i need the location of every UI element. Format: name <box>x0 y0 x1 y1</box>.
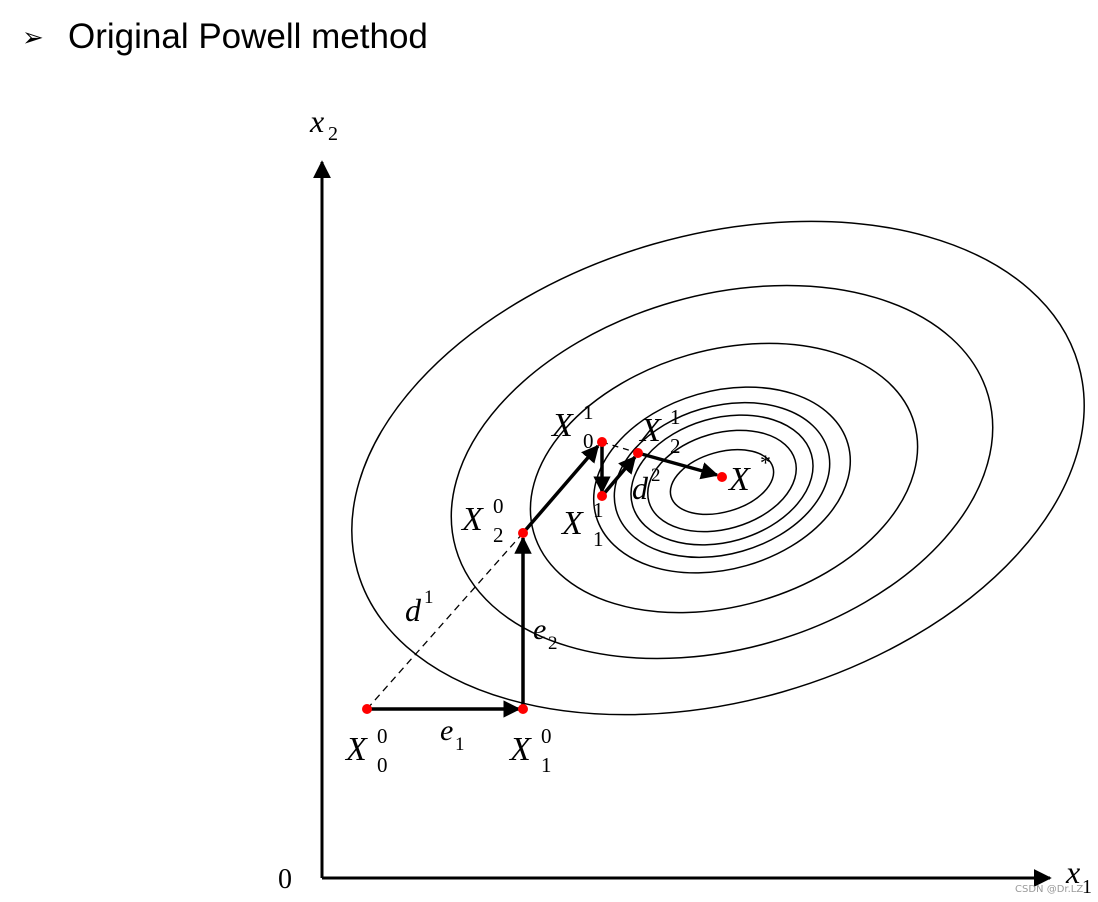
label-d1: d <box>405 592 422 628</box>
label-X20-sub: 2 <box>493 523 504 547</box>
label-e2-sub: 2 <box>548 633 558 654</box>
point-X20 <box>518 528 528 538</box>
arrow-d2-step <box>637 451 719 480</box>
label-X20: X <box>460 501 484 538</box>
label-X00: X <box>344 731 368 768</box>
contour-ellipse <box>630 414 814 546</box>
iteration-points <box>362 437 727 714</box>
label-d1-sup: 1 <box>424 587 434 608</box>
contour-ellipse <box>613 401 831 559</box>
arrow-bullet-icon: ➢ <box>22 21 44 52</box>
y-axis-label: x <box>309 103 324 139</box>
label-X00-sup: 0 <box>377 724 388 748</box>
label-X10-sup: 0 <box>541 724 552 748</box>
label-Xstar: X <box>727 461 751 498</box>
point-X00 <box>362 704 372 714</box>
label-X21-sub: 2 <box>670 434 681 458</box>
watermark: CSDN @Dr.LZ <box>1015 884 1083 895</box>
label-e1: e <box>440 714 453 747</box>
label-X21-sup: 1 <box>670 405 681 429</box>
label-d2: d <box>632 470 649 506</box>
x-axis-label-sub: 1 <box>1082 876 1092 898</box>
y-axis-label-sub: 2 <box>328 123 338 145</box>
contour-ellipse <box>592 386 852 574</box>
slide-title: ➢ Original Powell method <box>22 14 428 60</box>
arrow-cycle2-e2-step <box>600 455 637 498</box>
label-Xstar-sup: * <box>760 450 771 475</box>
label-X01-sup: 1 <box>583 400 594 424</box>
label-X20-sup: 0 <box>493 494 504 518</box>
label-X21: X <box>638 412 662 449</box>
slide-title-text: Original Powell method <box>68 17 428 56</box>
label-e2: e <box>533 613 546 646</box>
label-d2-sup: 2 <box>651 465 661 486</box>
point-X11 <box>597 491 607 501</box>
contour-ellipse <box>529 342 919 614</box>
label-X11-sup: 1 <box>593 498 604 522</box>
contour-ellipse <box>351 220 1085 716</box>
point-X21 <box>633 448 643 458</box>
label-X11-sub: 1 <box>593 527 604 551</box>
label-X10-sub: 1 <box>541 753 552 777</box>
label-e1-sub: 1 <box>455 734 465 755</box>
contour-lines <box>351 220 1085 716</box>
point-Xstar <box>717 472 727 482</box>
x-axis-label: x <box>1065 854 1080 890</box>
point-X01 <box>597 437 607 447</box>
search-arrows <box>367 442 719 718</box>
label-X01: X <box>550 407 574 444</box>
label-X11: X <box>560 505 584 542</box>
arrow-d1-step <box>521 444 600 535</box>
contour-ellipse <box>450 284 994 660</box>
origin-label: 0 <box>278 864 292 895</box>
label-X01-sub: 0 <box>583 429 594 453</box>
d1-dashed-line <box>366 532 524 710</box>
contour-ellipse <box>647 429 797 533</box>
label-X00-sub: 0 <box>377 753 388 777</box>
label-X10: X <box>508 731 532 768</box>
contour-ellipse <box>669 448 775 516</box>
point-X10 <box>518 704 528 714</box>
